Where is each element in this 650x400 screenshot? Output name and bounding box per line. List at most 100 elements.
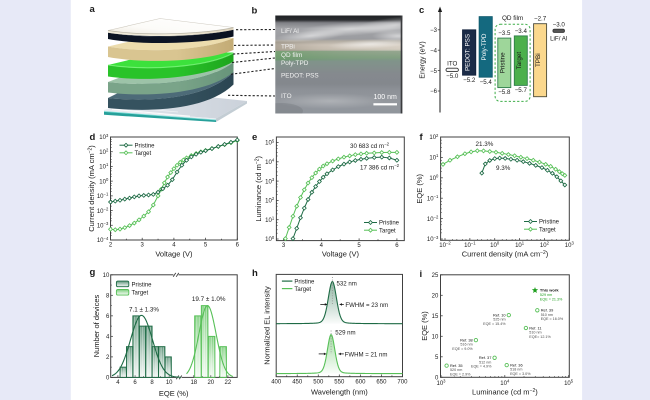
svg-text:−3.0: −3.0: [553, 22, 566, 29]
svg-text:102: 102: [265, 196, 275, 204]
svg-text:Ref. 10: Ref. 10: [493, 312, 506, 317]
svg-text:Pristine: Pristine: [379, 221, 400, 227]
svg-text:102: 102: [99, 148, 109, 156]
svg-text:Wavelength (nm): Wavelength (nm): [311, 388, 368, 397]
svg-text:Pristine: Pristine: [135, 143, 156, 149]
svg-text:104: 104: [500, 379, 510, 387]
svg-text:0: 0: [106, 376, 110, 382]
svg-text:Energy (eV): Energy (eV): [420, 41, 427, 78]
svg-text:518 nm: 518 nm: [510, 368, 522, 372]
svg-text:h: h: [252, 268, 258, 279]
svg-text:529 nm: 529 nm: [335, 330, 355, 337]
svg-text:Target: Target: [379, 228, 396, 234]
svg-text:100: 100: [265, 235, 275, 243]
svg-text:−4: −4: [430, 48, 438, 54]
svg-text:This work: This work: [540, 288, 559, 293]
svg-text:20: 20: [207, 380, 214, 386]
svg-text:Voltage (V): Voltage (V): [155, 249, 193, 258]
svg-text:2: 2: [106, 355, 110, 361]
svg-text:PEDOT: PSS: PEDOT: PSS: [464, 34, 471, 71]
svg-text:10−2: 10−2: [427, 214, 439, 222]
svg-text:Ref. 39: Ref. 39: [541, 308, 554, 313]
svg-text:10−4: 10−4: [97, 236, 109, 244]
svg-text:Poly-TPD: Poly-TPD: [281, 60, 309, 67]
svg-text:450: 450: [292, 379, 303, 385]
svg-text:ITO: ITO: [281, 93, 292, 100]
svg-text:EQE (%): EQE (%): [415, 174, 424, 204]
svg-text:EQE = 21.3%: EQE = 21.3%: [540, 298, 563, 302]
svg-text:9.3%: 9.3%: [496, 165, 511, 172]
svg-text:Target: Target: [294, 287, 311, 293]
svg-text:5: 5: [357, 243, 361, 249]
svg-text:Ref. 38: Ref. 38: [460, 337, 473, 342]
svg-text:Target: Target: [516, 52, 523, 70]
svg-text:PEDOT: PSS: PEDOT: PSS: [281, 73, 319, 80]
svg-text:10−1: 10−1: [97, 192, 109, 200]
svg-text:QD film: QD film: [502, 15, 523, 22]
svg-text:−5.7: −5.7: [515, 87, 528, 94]
svg-text:4: 4: [116, 380, 120, 386]
svg-text:i: i: [420, 269, 423, 280]
svg-text:103: 103: [565, 240, 575, 248]
svg-text:e: e: [252, 132, 257, 143]
svg-text:105: 105: [265, 138, 275, 146]
svg-text:LiF/ Al: LiF/ Al: [550, 36, 567, 43]
svg-text:100: 100: [99, 177, 109, 185]
svg-text:10−2: 10−2: [439, 240, 451, 248]
svg-text:EQE = 9.0%: EQE = 9.0%: [452, 347, 473, 351]
svg-text:Ref. 35: Ref. 35: [450, 363, 463, 368]
svg-text:TPBi: TPBi: [535, 53, 542, 67]
svg-text:Target: Target: [539, 227, 556, 233]
svg-text:−5.4: −5.4: [480, 79, 493, 86]
svg-text:−3.5: −3.5: [498, 30, 511, 37]
svg-text:10−3: 10−3: [427, 235, 439, 243]
svg-text:5: 5: [204, 243, 208, 249]
svg-text:103: 103: [99, 133, 109, 141]
svg-text:3: 3: [141, 243, 145, 249]
svg-text:400: 400: [271, 379, 282, 385]
svg-text:30 683 cd m−2: 30 683 cd m−2: [350, 141, 390, 149]
svg-text:100: 100: [490, 240, 500, 248]
svg-text:−5: −5: [430, 69, 438, 75]
svg-text:−2.7: −2.7: [534, 15, 547, 22]
svg-text:Number of devices: Number of devices: [92, 294, 101, 357]
svg-text:−5.8: −5.8: [498, 89, 511, 96]
svg-text:25: 25: [432, 273, 439, 279]
svg-text:21.3%: 21.3%: [476, 141, 494, 148]
svg-text:600: 600: [355, 379, 366, 385]
svg-text:10: 10: [103, 273, 110, 279]
svg-text:7.1 ± 1.3%: 7.1 ± 1.3%: [129, 307, 159, 314]
svg-text:510 nm: 510 nm: [529, 331, 541, 335]
svg-text:8: 8: [150, 380, 154, 386]
svg-text:512 nm: 512 nm: [479, 360, 491, 364]
svg-text:EQE = 3.0%: EQE = 3.0%: [510, 372, 531, 376]
svg-text:6: 6: [236, 243, 240, 249]
svg-text:Current density (mA cm−2): Current density (mA cm−2): [462, 250, 549, 259]
svg-text:Current density (mA cm−2): Current density (mA cm−2): [87, 145, 96, 232]
svg-text:EQE= 12.1%: EQE= 12.1%: [529, 335, 551, 339]
svg-text:EQE = 4.9%: EQE = 4.9%: [471, 365, 492, 369]
svg-text:d: d: [90, 132, 96, 143]
svg-text:Pristine: Pristine: [499, 52, 506, 73]
svg-text:15: 15: [432, 314, 439, 320]
svg-text:−6: −6: [430, 89, 438, 95]
svg-text:10−3: 10−3: [97, 221, 109, 229]
svg-text:520 nm: 520 nm: [450, 368, 462, 372]
svg-text:500: 500: [313, 379, 324, 385]
svg-text:Pristine: Pristine: [132, 282, 153, 288]
svg-text:8: 8: [106, 294, 110, 300]
svg-text:FWHM = 23 nm: FWHM = 23 nm: [345, 302, 388, 309]
svg-text:6: 6: [106, 314, 110, 320]
svg-text:c: c: [419, 5, 424, 16]
svg-text:105: 105: [564, 379, 574, 387]
svg-text:101: 101: [429, 153, 439, 161]
svg-text:4: 4: [320, 243, 324, 249]
svg-text:2: 2: [109, 243, 113, 249]
svg-text:Luminance (cd m−2): Luminance (cd m−2): [254, 155, 263, 221]
svg-text:650: 650: [376, 379, 387, 385]
svg-text:6: 6: [395, 243, 399, 249]
svg-text:EQE = 16.0%: EQE = 16.0%: [541, 317, 564, 321]
svg-text:Voltage (V): Voltage (V): [322, 249, 360, 258]
svg-text:Pristine: Pristine: [294, 279, 315, 285]
svg-text:−5.2: −5.2: [463, 77, 476, 84]
